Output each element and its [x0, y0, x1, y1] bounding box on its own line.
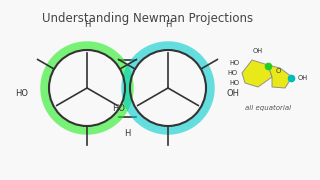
- Text: HO: HO: [113, 103, 125, 112]
- Text: all equatorial: all equatorial: [245, 105, 291, 111]
- Text: OH: OH: [298, 75, 308, 81]
- Text: HO: HO: [230, 60, 240, 66]
- Text: HO: HO: [230, 80, 240, 86]
- Text: Understanding Newman Projections: Understanding Newman Projections: [43, 12, 253, 25]
- Polygon shape: [242, 60, 272, 87]
- Text: OH: OH: [253, 48, 263, 54]
- Text: HO: HO: [228, 70, 238, 76]
- Polygon shape: [268, 65, 292, 88]
- Text: HO: HO: [15, 89, 28, 98]
- Text: H: H: [124, 129, 131, 138]
- Text: O: O: [276, 68, 281, 74]
- Text: OH: OH: [227, 89, 240, 98]
- Text: H: H: [165, 20, 171, 29]
- Text: H: H: [84, 20, 90, 29]
